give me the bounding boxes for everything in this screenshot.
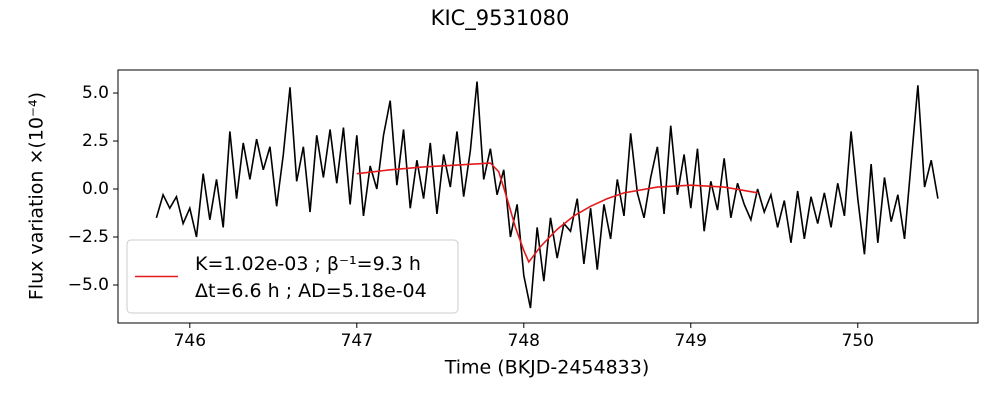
y-axis-label: Flux variation ×(10⁻⁴) [26,92,48,300]
x-tick-label: 750 [842,331,874,351]
y-tick-label: 2.5 [82,131,109,151]
x-tick-label: 749 [675,331,707,351]
x-tick-label: 748 [508,331,540,351]
legend-box [126,239,459,314]
y-tick-label: −5.0 [68,275,109,295]
x-tick-label: 746 [174,331,206,351]
x-tick-label: 747 [341,331,373,351]
y-tick-label: 5.0 [82,83,109,103]
chart-title: KIC_9531080 [431,6,570,31]
data-line [155,81,939,309]
plot-frame [117,69,979,324]
data-line [356,162,758,264]
y-tick-label: 0.0 [82,179,109,199]
legend-label: K=1.02e-03 ; β⁻¹=9.3 h Δt=6.6 h ; AD=5.18… [195,253,427,302]
y-tick-label: −2.5 [68,227,109,247]
x-axis-label: Time (BKJD-2454833) [444,357,650,379]
